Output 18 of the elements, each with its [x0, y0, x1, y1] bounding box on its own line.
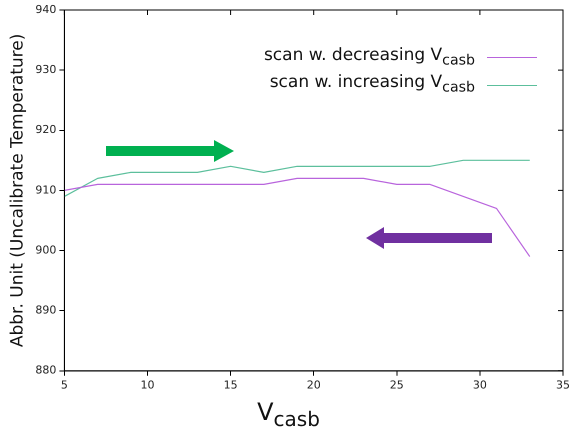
x-tick-label: 20: [306, 378, 321, 392]
y-tick-label: 880: [35, 364, 56, 377]
y-tick-label: 900: [35, 243, 56, 256]
x-tick-label: 35: [556, 378, 570, 392]
y-axis-title: Abbr. Unit (Uncalibrate Temperature): [8, 34, 28, 348]
x-tick-label: 5: [60, 378, 68, 392]
x-tick-label: 15: [224, 378, 238, 392]
legend-label: scan w. decreasing V$_{casb}$: [264, 44, 475, 70]
x-tick-label: 30: [472, 378, 487, 392]
y-tick-label: 910: [35, 183, 56, 196]
y-tick-label: 890: [35, 304, 56, 317]
y-tick-label: 940: [35, 2, 56, 16]
y-tick-label: 930: [35, 62, 56, 76]
x-axis-title: V$_{casb}$: [256, 398, 321, 431]
legend-label: scan w. increasing V$_{casb}$: [270, 71, 475, 98]
x-tick-label: 25: [390, 378, 404, 392]
x-tick-label: 10: [140, 378, 154, 392]
y-tick-label: 920: [35, 123, 56, 136]
